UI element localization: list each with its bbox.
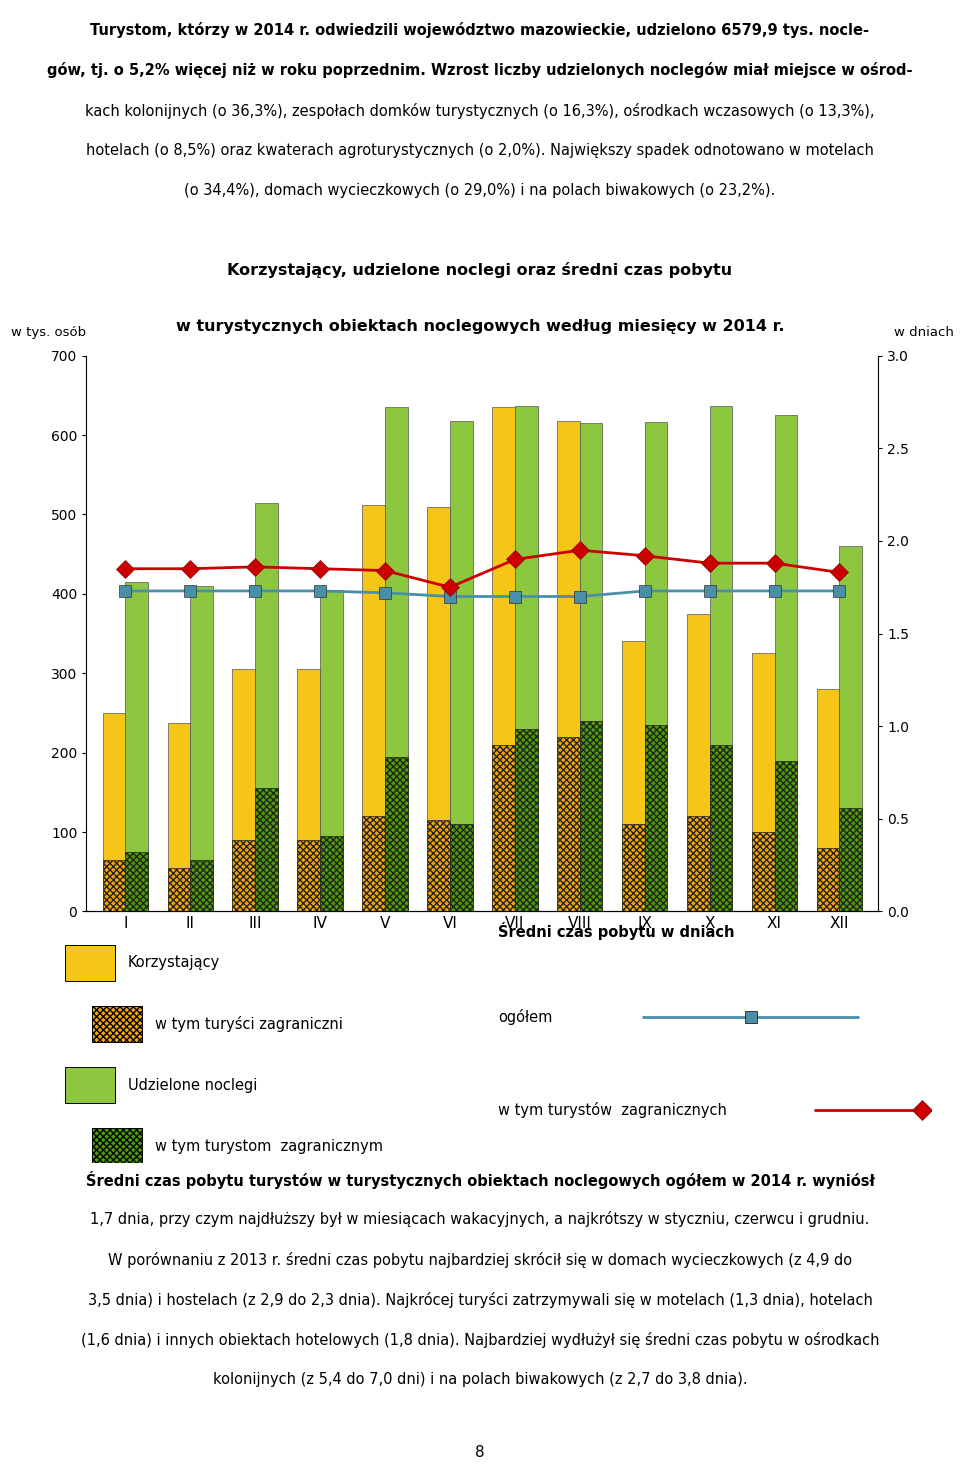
Bar xyxy=(103,713,126,911)
Bar xyxy=(687,817,709,911)
Bar xyxy=(92,1006,142,1042)
Bar xyxy=(752,654,775,911)
Text: 3,5 dnia) i hostelach (z 2,9 do 2,3 dnia). Najkrócej turyści zatrzymywali się w : 3,5 dnia) i hostelach (z 2,9 do 2,3 dnia… xyxy=(87,1292,873,1307)
Bar xyxy=(839,547,862,911)
Text: (1,6 dnia) i innych obiektach hotelowych (1,8 dnia). Najbardziej wydłużył się śr: (1,6 dnia) i innych obiektach hotelowych… xyxy=(81,1332,879,1349)
Bar xyxy=(515,406,538,911)
Bar xyxy=(126,582,148,911)
Text: 8: 8 xyxy=(475,1445,485,1460)
Text: kach kolonijnych (o 36,3%), zespołach domków turystycznych (o 16,3%), ośrodkach : kach kolonijnych (o 36,3%), zespołach do… xyxy=(85,102,875,119)
Text: Korzystający: Korzystający xyxy=(128,956,220,971)
Bar xyxy=(385,408,408,911)
Bar xyxy=(709,406,732,911)
Bar xyxy=(687,614,709,911)
Bar xyxy=(709,744,732,911)
Bar xyxy=(580,424,603,911)
Bar xyxy=(817,848,839,911)
Bar xyxy=(255,788,277,911)
Bar xyxy=(427,507,450,911)
Bar xyxy=(190,860,213,911)
Bar xyxy=(385,757,408,911)
Bar xyxy=(362,817,385,911)
Bar xyxy=(92,1006,142,1042)
Bar xyxy=(817,689,839,911)
Text: hotelach (o 8,5%) oraz kwaterach agroturystycznych (o 2,0%). Największy spadek o: hotelach (o 8,5%) oraz kwaterach agrotur… xyxy=(86,142,874,159)
Text: Turystom, którzy w 2014 r. odwiedzili województwo mazowieckie, udzielono 6579,9 : Turystom, którzy w 2014 r. odwiedzili wo… xyxy=(90,22,870,39)
Text: W porównaniu z 2013 r. średni czas pobytu najbardziej skrócił się w domach wycie: W porównaniu z 2013 r. średni czas pobyt… xyxy=(108,1251,852,1267)
Bar xyxy=(298,670,320,911)
Text: 1,7 dnia, przy czym najdłuższy był w miesiącach wakacyjnych, a najkrótszy w styc: 1,7 dnia, przy czym najdłuższy był w mie… xyxy=(90,1211,870,1227)
Bar xyxy=(450,421,472,911)
Bar xyxy=(126,852,148,911)
Text: w tym turyści zagraniczni: w tym turyści zagraniczni xyxy=(156,1017,343,1031)
Text: Średni czas pobytu w dniach: Średni czas pobytu w dniach xyxy=(498,922,734,940)
Text: (o 34,4%), domach wycieczkowych (o 29,0%) i na polach biwakowych (o 23,2%).: (o 34,4%), domach wycieczkowych (o 29,0%… xyxy=(184,184,776,199)
Bar xyxy=(580,720,603,911)
Bar xyxy=(255,502,277,911)
Text: gów, tj. o 5,2% więcej niż w roku poprzednim. Wzrost liczby udzielonych noclegów: gów, tj. o 5,2% więcej niż w roku poprze… xyxy=(47,62,913,79)
Bar xyxy=(168,868,190,911)
Bar xyxy=(168,723,190,911)
Bar xyxy=(103,860,126,911)
Text: w tym turystów  zagranicznych: w tym turystów zagranicznych xyxy=(498,1101,727,1117)
Bar xyxy=(320,836,343,911)
Text: Średni czas pobytu turystów w turystycznych obiektach noclegowych ogółem w 2014 : Średni czas pobytu turystów w turystyczn… xyxy=(85,1171,875,1189)
Bar xyxy=(645,421,667,911)
Bar xyxy=(298,840,320,911)
Bar xyxy=(92,1128,142,1165)
Bar xyxy=(839,808,862,911)
Bar xyxy=(92,1128,142,1165)
Text: w tys. osób: w tys. osób xyxy=(12,326,86,339)
Bar xyxy=(65,944,114,981)
Bar xyxy=(320,590,343,911)
Bar xyxy=(427,820,450,911)
Text: ogółem: ogółem xyxy=(498,1009,552,1024)
Bar xyxy=(557,421,580,911)
Bar xyxy=(450,824,472,911)
Bar xyxy=(645,725,667,911)
Bar xyxy=(752,831,775,911)
Text: w dniach: w dniach xyxy=(894,326,953,339)
Text: Udzielone noclegi: Udzielone noclegi xyxy=(128,1077,257,1092)
Bar xyxy=(232,840,255,911)
Bar xyxy=(65,1067,114,1104)
Bar xyxy=(232,670,255,911)
Text: Korzystający, udzielone noclegi oraz średni czas pobytu: Korzystający, udzielone noclegi oraz śre… xyxy=(228,261,732,277)
Bar xyxy=(515,729,538,911)
Text: kolonijnych (z 5,4 do 7,0 dni) i na polach biwakowych (z 2,7 do 3,8 dnia).: kolonijnych (z 5,4 do 7,0 dni) i na pola… xyxy=(213,1372,747,1387)
Bar xyxy=(492,408,515,911)
Bar xyxy=(557,737,580,911)
Bar xyxy=(622,642,645,911)
Bar xyxy=(190,585,213,911)
Bar xyxy=(362,505,385,911)
Text: w turystycznych obiektach noclegowych według miesięcy w 2014 r.: w turystycznych obiektach noclegowych we… xyxy=(176,319,784,335)
Text: w tym turystom  zagranicznym: w tym turystom zagranicznym xyxy=(156,1138,383,1154)
Bar xyxy=(622,824,645,911)
Bar xyxy=(775,415,797,911)
Bar xyxy=(775,760,797,911)
Bar xyxy=(492,744,515,911)
